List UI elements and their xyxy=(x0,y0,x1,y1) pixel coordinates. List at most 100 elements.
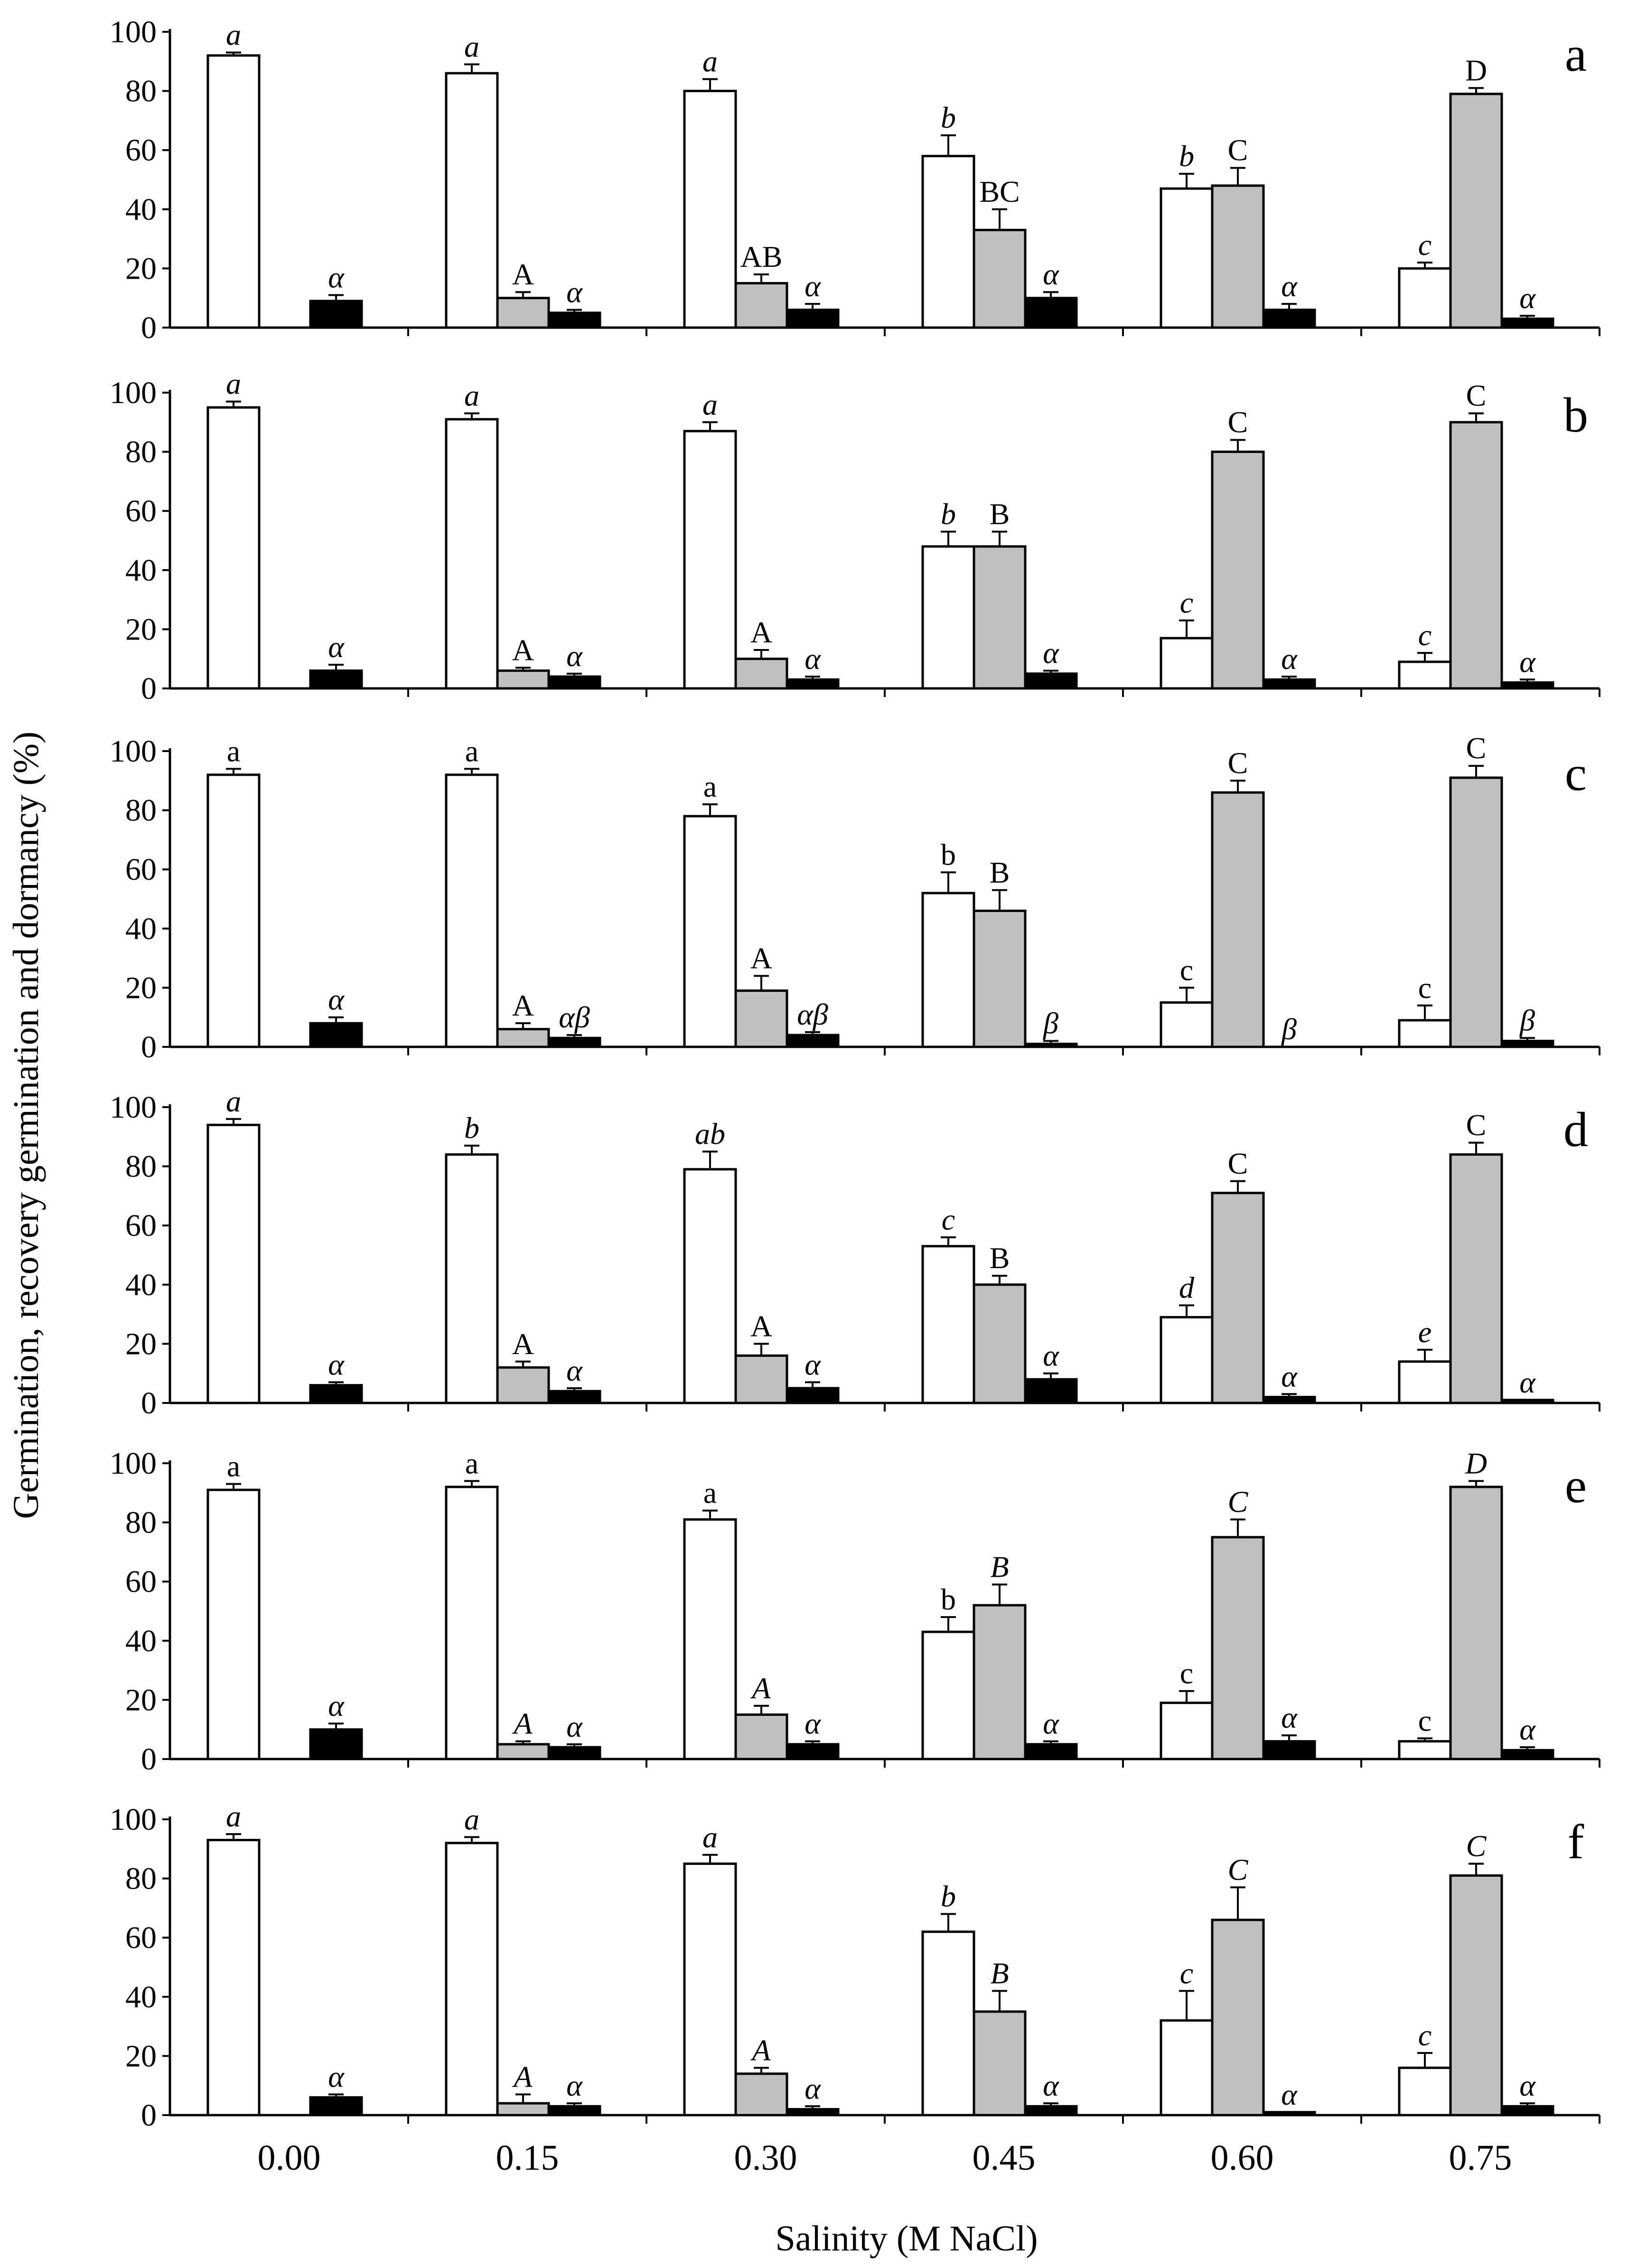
dormancy-letter: α xyxy=(328,630,345,664)
germination-letter: a xyxy=(464,30,479,64)
dormancy-letter: β xyxy=(1042,1007,1058,1040)
germination-bar xyxy=(683,430,737,690)
x-tick-label: 0.30 xyxy=(734,2138,797,2178)
recovery-bar xyxy=(734,658,788,690)
recovery-bar xyxy=(734,989,788,1048)
dormancy-bar xyxy=(786,2108,840,2117)
recovery-bar xyxy=(496,297,550,329)
germination-letter: b xyxy=(941,1879,956,1913)
x-tick-label: 0.45 xyxy=(973,2138,1036,2178)
dormancy-bar xyxy=(547,311,601,329)
recovery-bar xyxy=(1449,93,1503,329)
germination-bar xyxy=(445,1486,499,1760)
germination-letter: c xyxy=(1418,2018,1432,2052)
panel-e: 0 20 40 60 80 100 e a α a A α a Aα b Bα c Cα c Dα xyxy=(110,1446,1600,1777)
recovery-letter: A xyxy=(750,615,772,649)
y-tick-label: 80 xyxy=(125,1862,157,1896)
dormancy-letter: α xyxy=(1281,1701,1298,1734)
germination-bar xyxy=(206,1839,261,2117)
x-tick-label: 0.15 xyxy=(496,2138,559,2178)
germination-bar xyxy=(1160,2019,1214,2117)
dormancy-bar xyxy=(1500,317,1554,329)
dormancy-bar xyxy=(1262,1740,1316,1760)
y-tick-label: 0 xyxy=(141,671,157,706)
recovery-letter: A xyxy=(512,257,534,291)
y-tick-label: 0 xyxy=(141,2098,157,2133)
recovery-bar xyxy=(973,1283,1027,1404)
y-tick-label: 20 xyxy=(125,612,157,647)
germination-letter: d xyxy=(1179,1270,1195,1304)
germination-bar xyxy=(921,1930,975,2117)
dormancy-letter: α xyxy=(1043,1707,1059,1741)
dormancy-letter: β xyxy=(1519,1003,1535,1037)
recovery-letter: B xyxy=(990,1550,1009,1583)
y-tick-label: 0 xyxy=(141,1386,157,1421)
germination-bar xyxy=(1160,1702,1214,1760)
germination-letter: a xyxy=(702,45,718,78)
dormancy-letter: α xyxy=(1043,2069,1059,2102)
germination-bar xyxy=(206,406,261,690)
dormancy-bar xyxy=(1500,2105,1554,2117)
germination-bar xyxy=(206,54,261,329)
germination-bar xyxy=(1398,1360,1452,1404)
recovery-bar xyxy=(734,1713,788,1760)
dormancy-letter: α xyxy=(328,1347,345,1381)
germination-letter: a xyxy=(464,1802,479,1836)
germination-letter: c xyxy=(1418,1703,1432,1737)
recovery-letter: C xyxy=(1228,405,1248,439)
panel-f: 0 20 40 60 80 100 f a α a A α a Aα b Bα c Cα c Cα xyxy=(110,1799,1600,2133)
recovery-bar xyxy=(973,909,1027,1048)
y-tick-label: 20 xyxy=(125,2039,157,2073)
y-tick-label: 80 xyxy=(125,74,157,109)
dormancy-bar xyxy=(547,1390,601,1404)
dormancy-bar xyxy=(1500,1040,1554,1048)
y-tick-label: 100 xyxy=(110,734,157,769)
germination-bar xyxy=(683,815,737,1048)
panel-label: e xyxy=(1565,1459,1587,1513)
y-tick-label: 100 xyxy=(110,15,157,49)
dormancy-letter: α xyxy=(1043,257,1059,291)
y-tick-label: 20 xyxy=(125,251,157,286)
dormancy-letter: α xyxy=(566,639,583,673)
dormancy-letter: α xyxy=(805,1347,821,1381)
y-tick-label: 80 xyxy=(125,435,157,470)
panel-c: 0 20 40 60 80 100 c a α a A αβ a Aαβ b Bβ c Cβ c Cβ xyxy=(110,731,1600,1064)
recovery-letter: D xyxy=(1465,1446,1487,1480)
germination-bar xyxy=(921,545,975,690)
recovery-bar xyxy=(973,545,1027,690)
dormancy-bar xyxy=(309,2096,363,2117)
germination-bar xyxy=(1398,1019,1452,1048)
dormancy-letter: α xyxy=(805,2071,821,2105)
dormancy-bar xyxy=(1262,2111,1316,2117)
dormancy-letter: α xyxy=(1281,269,1298,303)
germination-letter: a xyxy=(227,734,240,768)
dormancy-bar xyxy=(309,1728,363,1760)
panel-label: d xyxy=(1563,1102,1588,1157)
y-axis-label: Germination, recovery germination and do… xyxy=(6,732,46,1519)
recovery-bar xyxy=(734,282,788,329)
germination-letter: b xyxy=(464,1111,479,1145)
y-tick-label: 20 xyxy=(125,1327,157,1361)
dormancy-bar xyxy=(309,1022,363,1048)
dormancy-letter: αβ xyxy=(797,998,828,1031)
dormancy-letter: α xyxy=(1519,1365,1536,1399)
x-tick-label: 0.00 xyxy=(258,2138,321,2178)
dormancy-bar xyxy=(786,309,840,329)
y-tick-label: 100 xyxy=(110,1090,157,1125)
dormancy-bar xyxy=(786,1743,840,1760)
recovery-bar xyxy=(496,1366,550,1404)
germination-letter: a xyxy=(465,734,478,768)
germination-bar xyxy=(445,1153,499,1404)
germination-letter: b xyxy=(941,838,956,871)
germination-bar xyxy=(1398,1740,1452,1760)
y-tick-label: 80 xyxy=(125,1149,157,1184)
dormancy-bar xyxy=(547,675,601,690)
dormancy-bar xyxy=(1024,297,1078,329)
germination-letter: a xyxy=(226,1084,241,1118)
germination-bar xyxy=(206,1123,261,1404)
germination-letter: c xyxy=(1180,1956,1193,1990)
recovery-bar xyxy=(1211,791,1265,1048)
